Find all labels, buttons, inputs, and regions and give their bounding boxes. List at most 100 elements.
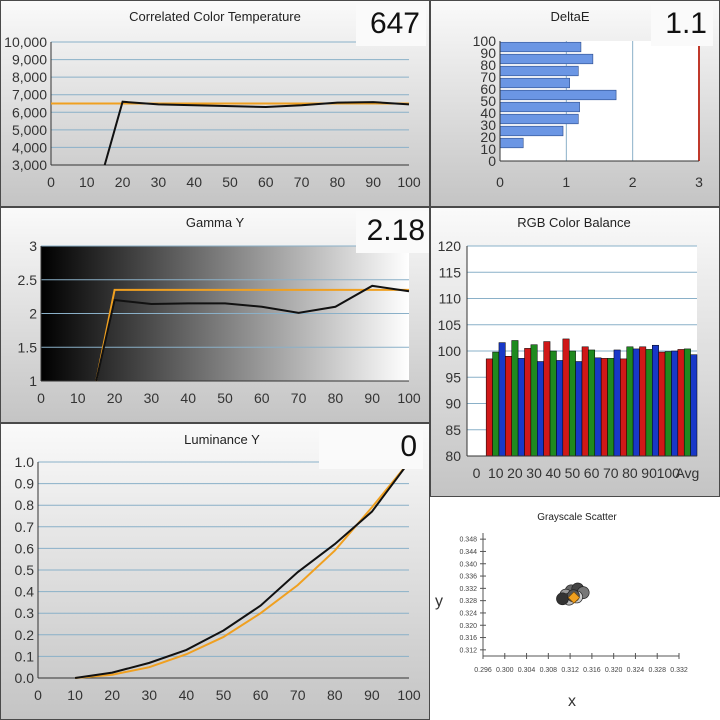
x-tick-label: 20 <box>107 390 123 406</box>
y-tick-label: 60 <box>480 81 496 97</box>
y-tick-label: 95 <box>445 369 461 385</box>
bar-1 <box>530 344 538 457</box>
x-tick-label: 60 <box>258 174 274 190</box>
bar <box>499 41 582 53</box>
y-tick-label: 1 <box>29 373 37 389</box>
rgb-chart: RGB Color Balance80859095100105110115120… <box>438 215 700 481</box>
bar-2 <box>498 342 506 457</box>
y-tick-label: 90 <box>445 396 461 412</box>
x-tick-label: 50 <box>217 390 233 406</box>
y-tick-label: 0.344 <box>459 549 477 556</box>
series-line-1 <box>95 284 410 382</box>
bar <box>499 113 579 125</box>
bar-2 <box>652 344 659 457</box>
bar <box>499 125 564 137</box>
x-tick-label: 90 <box>364 687 380 703</box>
x-tick-label: 80 <box>327 687 343 703</box>
y-tick-label: 1.5 <box>18 339 38 355</box>
scatter-panel: Grayscale Scatter 0.312 0.316 0.320 0.324 0.3… <box>430 497 720 720</box>
x-tick-label: 100 <box>397 390 421 406</box>
y-tick-label: 0.336 <box>459 574 477 581</box>
x-tick-label: 70 <box>294 174 310 190</box>
y-tick-label: 80 <box>480 57 496 73</box>
x-tick-label: 0.324 <box>627 667 645 674</box>
x-tick-label: 50 <box>222 174 238 190</box>
bar-0 <box>639 346 647 457</box>
x-tick-label: 0 <box>473 465 481 481</box>
gamma-value-box: 2.18 <box>356 211 429 253</box>
chart-title: DeltaE <box>550 9 589 24</box>
bar-0 <box>620 358 627 457</box>
y-axis-label: y <box>435 593 443 610</box>
y-tick-label: 90 <box>480 45 496 61</box>
bar <box>499 137 524 149</box>
bar <box>499 53 594 65</box>
bar-0 <box>543 341 551 457</box>
x-tick-label: 0.328 <box>648 667 666 674</box>
bar-0 <box>658 351 666 457</box>
chart-title: Gamma Y <box>186 215 245 230</box>
target-marker <box>567 591 581 604</box>
x-tick-label: 0.304 <box>518 667 536 674</box>
scatter-chart: Grayscale Scatter0.3120.3160.3200.3240.3… <box>435 512 688 710</box>
chart-title: Luminance Y <box>184 432 260 447</box>
bar-1 <box>645 349 653 457</box>
x-tick-label: 20 <box>115 174 131 190</box>
x-tick-label: 40 <box>186 174 202 190</box>
x-tick-label: 70 <box>290 687 306 703</box>
bar-0 <box>505 356 512 457</box>
series-line-1 <box>103 100 410 166</box>
cct-chart: Correlated Color Temperature 3,000 4,0005,… <box>4 9 421 190</box>
y-tick-label: 7,000 <box>12 87 47 103</box>
y-tick-label: 0.328 <box>459 598 477 605</box>
y-tick-label: 2 <box>29 306 37 322</box>
bar-0 <box>600 358 608 457</box>
bar-2 <box>537 361 544 457</box>
x-tick-label: 60 <box>253 687 269 703</box>
cct-panel: Correlated Color Temperature 3,000 4,000 5,… <box>0 0 430 207</box>
y-tick-label: 5,000 <box>12 122 47 138</box>
bar-0 <box>562 338 570 457</box>
y-tick-label: 20 <box>480 129 496 145</box>
chart-title: RGB Color Balance <box>517 215 630 230</box>
y-tick-label: 105 <box>438 317 462 333</box>
chart-title: Grayscale Scatter <box>537 512 617 523</box>
bar-2 <box>671 350 679 457</box>
y-tick-label: 0.4 <box>15 584 35 600</box>
y-tick-label: 85 <box>445 422 461 438</box>
y-tick-label: 0.9 <box>15 476 35 492</box>
x-tick-label: 10 <box>488 465 504 481</box>
bar-1 <box>664 351 672 457</box>
y-tick-label: 0.0 <box>15 670 35 686</box>
bar-2 <box>517 358 525 457</box>
y-tick-label: 8,000 <box>12 69 47 85</box>
bar-2 <box>575 361 583 457</box>
y-tick-label: 100 <box>438 343 462 359</box>
x-tick-label: 30 <box>142 687 158 703</box>
x-tick-label: 10 <box>79 174 95 190</box>
y-tick-label: 10 <box>480 141 496 157</box>
bar-2 <box>556 360 564 457</box>
x-tick-label: Avg <box>675 465 699 481</box>
y-tick-label: 0.348 <box>459 537 477 544</box>
series-line-1 <box>74 461 410 679</box>
y-tick-label: 6,000 <box>12 104 47 120</box>
x-tick-label: 70 <box>603 465 619 481</box>
x-tick-label: 1 <box>562 174 570 190</box>
x-tick-label: 40 <box>180 390 196 406</box>
x-tick-label: 10 <box>70 390 86 406</box>
cct-value-box: 647 <box>356 4 426 46</box>
deltae-value-box: 1.1 <box>651 4 713 46</box>
x-tick-label: 30 <box>144 390 160 406</box>
luminance-value-box: 0 <box>319 427 423 469</box>
y-tick-label: 0.316 <box>459 635 477 642</box>
x-tick-label: 100 <box>657 465 681 481</box>
y-tick-label: 0 <box>488 153 496 169</box>
y-tick-label: 10,000 <box>4 34 47 50</box>
luminance-panel: Luminance Y 0.0 0.1 0.2 0.3 0.4 0.5 0.6 0.7 0.8 0.… <box>0 423 430 720</box>
bar-0 <box>581 346 589 457</box>
x-tick-label: 20 <box>507 465 523 481</box>
y-tick-label: 3,000 <box>12 157 47 173</box>
y-tick-label: 0.332 <box>459 586 477 593</box>
y-tick-label: 50 <box>480 93 496 109</box>
